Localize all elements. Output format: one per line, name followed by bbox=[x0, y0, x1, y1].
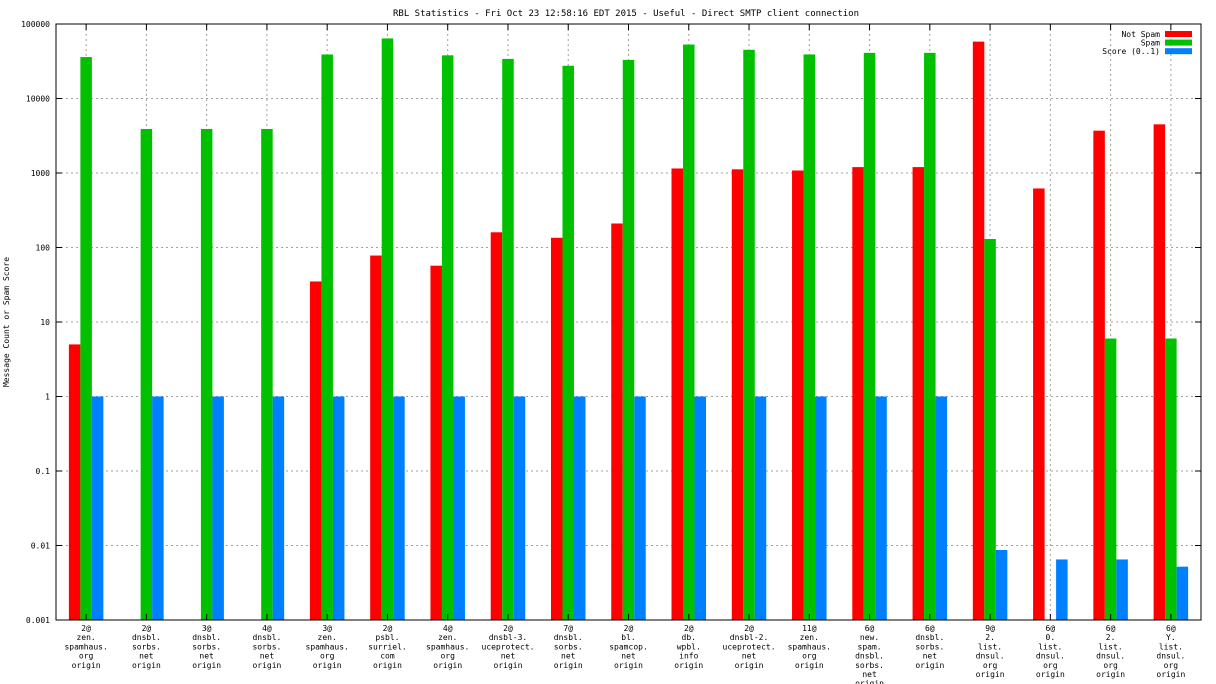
bar-spam bbox=[984, 239, 996, 620]
bar-spam bbox=[863, 52, 876, 621]
bar-not-spam bbox=[1033, 188, 1045, 621]
y-tick-label: 10 bbox=[40, 318, 50, 327]
bar-score-0-1 bbox=[393, 396, 405, 620]
chart-title: RBL Statistics - Fri Oct 23 12:58:16 EDT… bbox=[393, 9, 859, 19]
bar-spam bbox=[200, 128, 213, 620]
bar-score-0-1 bbox=[332, 396, 345, 620]
x-tick-label: 11@ zen. spamhaus. org origin bbox=[788, 624, 831, 670]
bar-score-0-1 bbox=[573, 396, 586, 620]
legend-label: Spam bbox=[1141, 39, 1160, 48]
bar-score-0-1 bbox=[634, 396, 646, 620]
bar-not-spam bbox=[852, 167, 864, 620]
y-tick-label: 10000 bbox=[26, 95, 50, 104]
bar-score-0-1 bbox=[1176, 566, 1189, 620]
x-tick-label: 2@ dnsbl-3. uceprotect. net origin bbox=[481, 624, 534, 670]
bar-spam bbox=[683, 44, 695, 621]
bar-spam bbox=[562, 65, 574, 620]
bar-not-spam bbox=[68, 344, 81, 620]
bar-not-spam bbox=[792, 170, 804, 620]
x-tick-label: 6@ Y. list. dnsul. org origin bbox=[1156, 624, 1185, 679]
bar-not-spam bbox=[1153, 124, 1166, 621]
x-tick-label: 9@ 2. list. dnsul. org origin bbox=[976, 624, 1005, 679]
bar-score-0-1 bbox=[1116, 559, 1128, 620]
bar-score-0-1 bbox=[754, 396, 767, 620]
bar-not-spam bbox=[370, 255, 382, 621]
bar-not-spam bbox=[671, 168, 684, 620]
x-tick-label: 6@ new. spam. dnsbl. sorbs. net origin bbox=[855, 624, 884, 684]
bar-score-0-1 bbox=[1056, 559, 1068, 620]
x-tick-label: 3@ zen. spamhaus. org origin bbox=[306, 624, 349, 670]
bar-score-0-1 bbox=[513, 396, 526, 620]
bar-not-spam bbox=[490, 232, 503, 620]
bar-not-spam bbox=[731, 169, 744, 620]
bar-spam bbox=[1165, 338, 1177, 620]
y-tick-label: 100 bbox=[36, 244, 51, 253]
bar-spam bbox=[743, 49, 755, 620]
bar-spam bbox=[1104, 338, 1117, 620]
bar-score-0-1 bbox=[152, 396, 164, 620]
bar-spam bbox=[140, 128, 153, 620]
bar-score-0-1 bbox=[212, 396, 224, 620]
bar-not-spam bbox=[309, 281, 322, 620]
bar-spam bbox=[502, 58, 514, 620]
bar-spam bbox=[381, 38, 394, 621]
bar-spam bbox=[321, 54, 333, 620]
y-axis-label: Message Count or Spam Score bbox=[2, 257, 11, 387]
bar-spam bbox=[803, 54, 816, 620]
bar-score-0-1 bbox=[91, 396, 104, 620]
x-tick-label: 2@ dnsbl. sorbs. net origin bbox=[132, 624, 161, 670]
x-tick-label: 6@ dnsbl. sorbs. net origin bbox=[915, 624, 944, 670]
bar-spam bbox=[261, 128, 273, 620]
bar-score-0-1 bbox=[875, 396, 887, 620]
bar-spam bbox=[80, 57, 92, 620]
bar-score-0-1 bbox=[995, 550, 1008, 620]
y-tick-label: 1000 bbox=[31, 169, 50, 178]
bars bbox=[68, 38, 1189, 621]
bar-score-0-1 bbox=[815, 396, 827, 620]
x-tick-label: 2@ zen. spamhaus. org origin bbox=[64, 624, 107, 670]
bar-not-spam bbox=[430, 265, 442, 620]
bar-score-0-1 bbox=[272, 396, 285, 620]
legend-swatch bbox=[1165, 48, 1192, 55]
y-tick-label: 1 bbox=[45, 393, 50, 402]
bar-not-spam bbox=[1093, 130, 1105, 620]
bar-score-0-1 bbox=[453, 396, 465, 620]
x-tick-label: 2@ psbl. surriel. com origin bbox=[368, 624, 407, 670]
bar-spam bbox=[622, 59, 635, 620]
y-tick-label: 0.01 bbox=[31, 542, 50, 551]
legend-swatch bbox=[1165, 39, 1192, 46]
bar-spam bbox=[441, 55, 454, 620]
legend-swatch bbox=[1165, 31, 1192, 37]
legend-label: Not Spam bbox=[1121, 30, 1160, 39]
x-tick-label: 2@ bl. spamcop. net origin bbox=[609, 624, 648, 670]
x-tick-label: 6@ 0. list. dnsul. org origin bbox=[1036, 624, 1065, 679]
bar-score-0-1 bbox=[694, 396, 707, 620]
bar-not-spam bbox=[972, 41, 985, 620]
x-tick-label: 4@ dnsbl. sorbs. net origin bbox=[252, 624, 281, 670]
legend-label: Score (0..1) bbox=[1102, 47, 1160, 56]
x-tick-label: 2@ dnsbl-2. uceprotect. net origin bbox=[723, 624, 776, 670]
bar-score-0-1 bbox=[935, 396, 948, 620]
x-tick-label: 6@ 2. list. dnsul. org origin bbox=[1096, 624, 1125, 679]
bar-not-spam bbox=[611, 223, 623, 620]
bar-not-spam bbox=[550, 237, 563, 620]
x-axis-categories: 2@ zen. spamhaus. org origin 2@ dnsbl. sorbs. ne… bbox=[64, 24, 1185, 684]
y-tick-label: 100000 bbox=[21, 20, 50, 29]
bar-not-spam bbox=[912, 167, 925, 620]
x-tick-label: 7@ dnsbl. sorbs. net origin bbox=[554, 624, 583, 670]
x-tick-label: 4@ zen. spamhaus. org origin bbox=[426, 624, 469, 670]
y-tick-label: 0.001 bbox=[26, 616, 50, 625]
y-tick-label: 0.1 bbox=[36, 467, 51, 476]
x-tick-label: 2@ db. wpbl. info origin bbox=[674, 624, 703, 670]
x-tick-label: 3@ dnsbl. sorbs. net origin bbox=[192, 624, 221, 670]
bar-spam bbox=[924, 52, 936, 621]
y-axis-ticks: 0.001 0.01 0.1 1 10 100 1000 10000 100000 bbox=[21, 20, 1201, 625]
